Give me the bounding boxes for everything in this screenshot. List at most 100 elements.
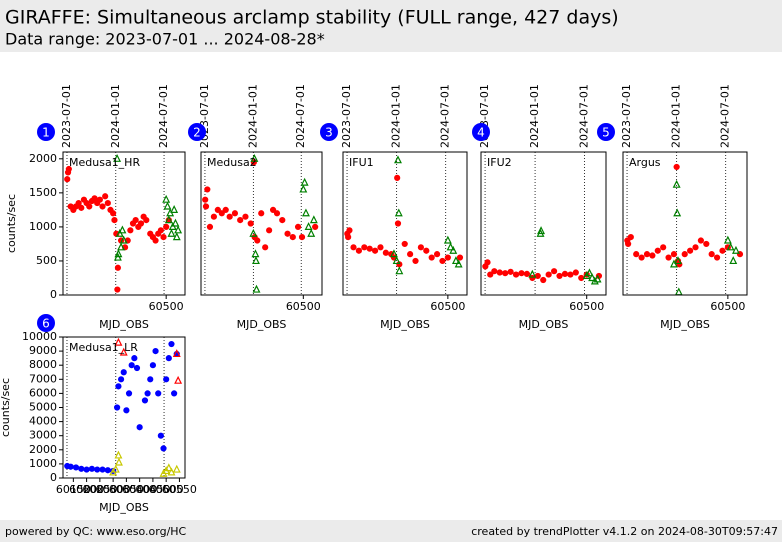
axes-frame (480, 151, 607, 296)
marker-point (143, 216, 150, 224)
marker-point (371, 247, 379, 254)
marker-point (128, 362, 135, 369)
footer-band (0, 520, 782, 542)
marker-point (444, 254, 451, 261)
marker-point (394, 220, 402, 227)
marker-point (523, 270, 531, 277)
marker-triangle (309, 215, 318, 224)
marker-point (703, 240, 710, 248)
axes-frame (200, 151, 323, 296)
marker-point (423, 247, 430, 254)
x-tick-label: 60450 (135, 483, 170, 496)
y-axis-title: counts/sec (5, 194, 18, 253)
footer-left: powered by QC: www.eso.org/HC (5, 525, 187, 538)
panel: 2023-07-01 2024-01-01 2024-07-01 60500 Argus… (597, 84, 748, 331)
marker-point (545, 271, 552, 278)
x-axis-title: MJD_OBS (99, 501, 149, 514)
marker-point (487, 271, 494, 278)
marker-triangle (119, 235, 128, 244)
marker-triangle (593, 274, 602, 283)
date-label: 2024-01-01 (528, 84, 541, 148)
marker-point (534, 272, 541, 280)
date-label: 2024-01-01 (246, 84, 259, 148)
panel-badge (597, 123, 615, 141)
marker-triangle (389, 249, 398, 258)
marker-point (556, 272, 563, 280)
marker-triangle (167, 467, 176, 476)
marker-triangle (304, 222, 313, 231)
y-tick-label: 2000 (29, 443, 57, 456)
marker-point (157, 227, 164, 234)
marker-triangle (731, 245, 740, 254)
marker-triangle (299, 184, 308, 193)
panel-label: IFU1 (349, 156, 374, 169)
axes-frame (62, 151, 186, 296)
marker-triangle (172, 464, 181, 473)
marker-point (681, 251, 688, 258)
marker-triangle (114, 450, 123, 459)
marker-point (78, 204, 85, 211)
panel-badge (472, 123, 490, 141)
marker-point (210, 213, 217, 220)
y-axis-title: counts/sec (0, 378, 12, 437)
marker-triangle (163, 201, 172, 210)
marker-triangle (164, 463, 173, 472)
marker-point (496, 269, 503, 276)
marker-point (160, 445, 167, 452)
panel-number: 1 (42, 126, 50, 140)
marker-point (171, 390, 178, 397)
panel-label: Medusa1_LR (69, 341, 138, 354)
y-tick-label: 7000 (29, 372, 57, 385)
marker-point (157, 432, 164, 439)
marker-triangle (164, 215, 173, 224)
panel-number: 6 (42, 317, 50, 331)
marker-point (72, 464, 80, 471)
marker-point (638, 254, 645, 261)
marker-point (149, 362, 157, 369)
date-label: 2024-01-01 (109, 84, 122, 148)
marker-triangle (729, 256, 738, 265)
marker-triangle (673, 208, 682, 217)
marker-triangle (250, 153, 259, 162)
x-tick-label: 60150 (56, 483, 91, 496)
marker-point (86, 203, 93, 210)
marker-point (350, 244, 357, 251)
marker-triangle (167, 228, 176, 237)
marker-point (104, 199, 111, 207)
x-tick-label: 60500 (149, 300, 184, 313)
marker-point (115, 383, 122, 390)
marker-triangle (174, 375, 183, 384)
panel-number: 3 (325, 126, 333, 140)
marker-point (433, 251, 441, 258)
marker-point (572, 269, 579, 276)
marker-triangle (119, 347, 128, 356)
marker-point (439, 257, 446, 265)
marker-point (206, 223, 214, 231)
marker-triangle (674, 256, 682, 265)
page-title: GIRAFFE: Simultaneous arclamp stability … (5, 7, 619, 29)
marker-point (643, 251, 651, 258)
marker-point (502, 270, 509, 277)
marker-point (163, 376, 170, 383)
marker-point (137, 220, 145, 227)
marker-point (627, 234, 634, 241)
marker-triangle (454, 259, 463, 268)
x-axis-title: MJD_OBS (237, 318, 287, 331)
marker-triangle (174, 225, 183, 234)
marker-triangle (443, 235, 452, 244)
marker-triangle (117, 242, 126, 251)
marker-point (665, 254, 672, 261)
marker-triangle (394, 208, 403, 217)
marker-point (687, 247, 694, 254)
marker-point (407, 251, 414, 258)
y-tick-label: 1000 (29, 457, 57, 470)
marker-triangle (114, 249, 123, 258)
marker-point (625, 240, 632, 248)
marker-point (132, 216, 139, 224)
marker-point (65, 165, 72, 173)
y-tick-label: 8000 (29, 358, 57, 371)
x-tick-label: 60500 (710, 300, 745, 313)
footer-right: created by trendPlotter v4.1.2 on 2024-0… (471, 525, 778, 538)
panel-badge (37, 314, 55, 332)
y-tick-label: 0 (50, 471, 57, 484)
